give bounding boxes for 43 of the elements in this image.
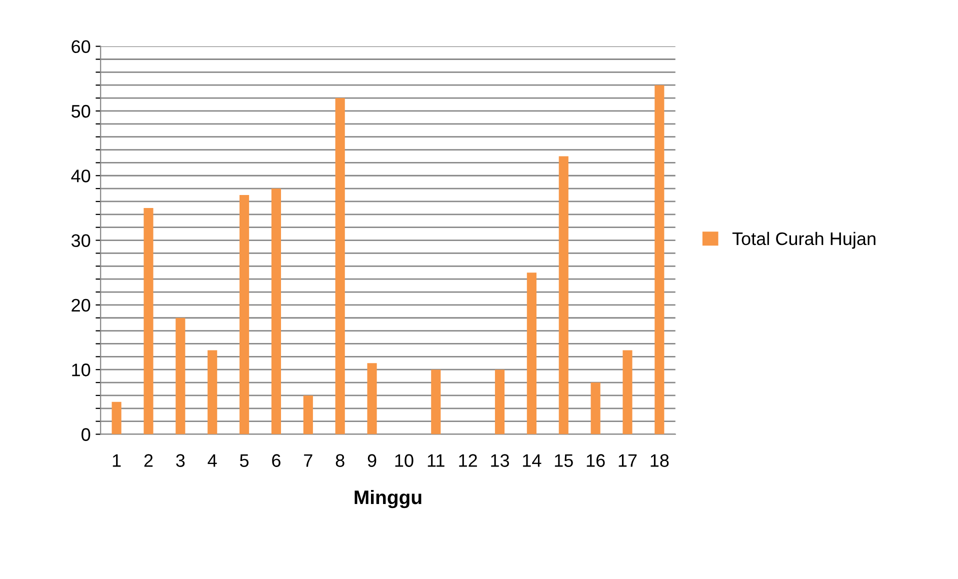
- x-tick-label: 14: [523, 454, 542, 467]
- bar: [240, 195, 250, 434]
- bar: [335, 98, 345, 434]
- y-tick-label: 50: [72, 104, 90, 118]
- bar: [112, 402, 122, 434]
- bar: [208, 350, 218, 434]
- x-tick-label: 18: [650, 454, 669, 467]
- x-tick-label: 15: [554, 454, 573, 467]
- x-tick-label: 11: [428, 454, 444, 467]
- bar: [622, 350, 632, 434]
- y-tick-label: 10: [72, 364, 90, 376]
- x-tick-label: 1: [112, 454, 121, 467]
- bar: [144, 208, 154, 434]
- x-tick-label: 9: [368, 454, 376, 467]
- bar: [526, 272, 536, 434]
- bar: [654, 85, 664, 434]
- x-tick-label: 6: [272, 454, 280, 467]
- y-tick-label: 60: [72, 40, 90, 54]
- y-tick-label: 20: [72, 298, 90, 312]
- bar: [590, 382, 600, 434]
- y-tick-label: 0: [82, 428, 90, 441]
- y-tick-label: 40: [71, 170, 90, 182]
- bar: [271, 188, 282, 434]
- bar: [367, 363, 377, 434]
- x-axis-title: Minggu: [354, 490, 422, 508]
- x-tick-label: 2: [144, 454, 153, 467]
- x-tick-label: 17: [618, 454, 637, 467]
- x-tick-label: 13: [491, 454, 510, 467]
- y-tick-label: 30: [71, 234, 90, 248]
- x-tick-label: 5: [240, 454, 249, 467]
- x-tick-label: 3: [176, 454, 185, 467]
- x-tick-label: 12: [459, 454, 477, 467]
- bar: [494, 370, 505, 434]
- bar: [303, 395, 313, 434]
- x-tick-label: 16: [586, 454, 605, 467]
- x-tick-label: 8: [336, 454, 344, 467]
- x-tick-label: 4: [208, 454, 217, 467]
- bar: [176, 318, 186, 434]
- bar: [558, 156, 568, 434]
- x-tick-label: 10: [395, 454, 414, 467]
- bar: [431, 370, 441, 434]
- x-tick-label: 7: [304, 454, 312, 467]
- legend-label: Total Curah Hujan: [732, 232, 876, 249]
